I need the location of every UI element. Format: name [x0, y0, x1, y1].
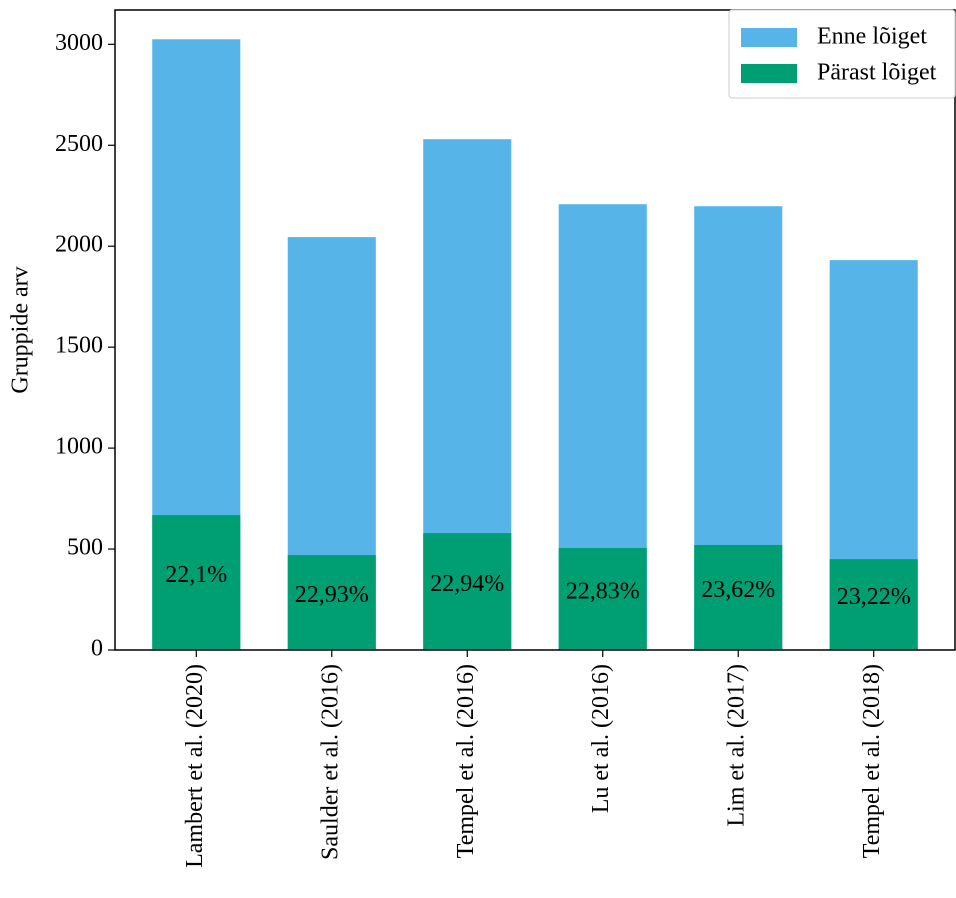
- y-tick-label: 2500: [55, 131, 103, 157]
- y-tick-label: 500: [67, 535, 103, 561]
- bar: [423, 533, 512, 650]
- x-tick-label: Lambert et al. (2020): [182, 664, 208, 868]
- x-tick-label: Tempel et al. (2018): [859, 664, 885, 858]
- y-tick-label: 1000: [55, 434, 103, 460]
- y-tick-label: 0: [91, 636, 103, 662]
- y-tick-label: 3000: [55, 30, 103, 56]
- legend-label: Pärast lõiget: [817, 60, 937, 86]
- bar: [694, 545, 783, 650]
- x-tick-label: Saulder et al. (2016): [317, 664, 343, 860]
- legend-swatch: [741, 28, 797, 47]
- y-tick-label: 1500: [55, 333, 103, 359]
- percent-label: 23,62%: [701, 577, 775, 603]
- y-axis-label: Gruppide arv: [8, 266, 34, 393]
- percent-label: 22,83%: [566, 579, 640, 605]
- plot-frame: [114, 9, 956, 651]
- bar: [558, 548, 647, 650]
- y-tick-label: 2000: [55, 232, 103, 258]
- bar: [829, 559, 918, 650]
- bar: [287, 555, 376, 650]
- percent-label: 22,93%: [295, 582, 369, 608]
- x-tick-label: Lu et al. (2016): [588, 664, 614, 813]
- percent-label: 22,1%: [165, 562, 227, 588]
- legend-swatch: [741, 64, 797, 83]
- x-tick-label: Tempel et al. (2016): [453, 664, 479, 858]
- percent-label: 23,22%: [837, 584, 911, 610]
- bar: [152, 515, 241, 650]
- legend-label: Enne lõiget: [817, 24, 927, 50]
- percent-label: 22,94%: [430, 571, 504, 597]
- x-tick-label: Lim et al. (2017): [724, 664, 750, 827]
